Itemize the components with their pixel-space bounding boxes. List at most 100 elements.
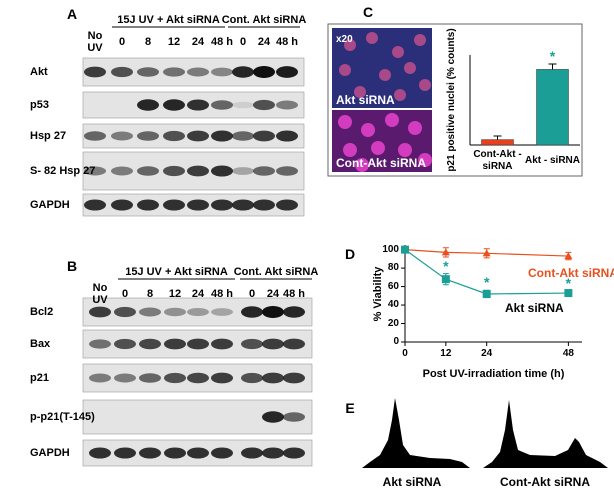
row-label: S- 82 Hsp 27 bbox=[30, 165, 96, 177]
annotation: * bbox=[565, 275, 572, 292]
blot-band bbox=[89, 306, 111, 318]
nucleus bbox=[338, 115, 352, 129]
blot-band bbox=[187, 130, 209, 142]
blot-band bbox=[211, 100, 233, 110]
series-line bbox=[404, 249, 569, 295]
lane-label: 8 bbox=[146, 288, 154, 300]
blot-band bbox=[89, 447, 111, 459]
blot-band bbox=[187, 99, 209, 111]
nucleus bbox=[404, 62, 416, 74]
blot-band bbox=[139, 307, 161, 317]
series-label: Akt siRNA bbox=[505, 301, 564, 315]
blot-band bbox=[276, 199, 298, 211]
group-label: Cont. Akt siRNA bbox=[233, 266, 319, 278]
y-tick-label: 60 bbox=[387, 280, 399, 292]
nucleus bbox=[343, 143, 357, 157]
blot-band bbox=[262, 411, 284, 423]
row-label: GAPDH bbox=[30, 447, 70, 459]
blot-band bbox=[137, 67, 159, 77]
blot-band bbox=[163, 67, 185, 77]
lane-label: 8 bbox=[144, 36, 152, 48]
blot-band bbox=[276, 130, 298, 142]
blot-band bbox=[84, 131, 106, 141]
y-tick-label: 0 bbox=[393, 336, 399, 347]
lane-label: 48 h bbox=[210, 36, 234, 48]
y-tick-label: 80 bbox=[387, 262, 399, 274]
marker bbox=[564, 252, 573, 260]
image-label: Cont-Akt siRNA bbox=[336, 156, 426, 170]
blot-band bbox=[241, 447, 263, 459]
blot-band bbox=[283, 372, 305, 384]
marker bbox=[482, 249, 491, 257]
nucleus bbox=[408, 121, 422, 135]
blot-band bbox=[232, 131, 254, 141]
annotation: * bbox=[483, 274, 490, 291]
blot-band bbox=[241, 372, 263, 384]
panel-label: D bbox=[344, 246, 356, 262]
blot-band bbox=[253, 166, 275, 176]
blot-band bbox=[84, 166, 106, 176]
lane-label: 0 bbox=[239, 36, 247, 48]
blot-band bbox=[163, 165, 185, 177]
series-line bbox=[404, 249, 569, 257]
bar bbox=[481, 139, 514, 146]
blot-band bbox=[253, 66, 275, 78]
row-label: Bcl2 bbox=[30, 306, 54, 318]
blot-band bbox=[89, 373, 111, 383]
bar bbox=[536, 69, 569, 146]
lane-label: No UV bbox=[92, 282, 108, 306]
nucleus bbox=[385, 113, 399, 127]
blot-band bbox=[187, 447, 209, 459]
marker bbox=[441, 248, 450, 256]
blot-band bbox=[139, 338, 161, 350]
y-axis-label: % Viability bbox=[372, 266, 384, 321]
blot-band bbox=[211, 338, 233, 350]
blot-band bbox=[164, 307, 186, 317]
marker bbox=[401, 245, 409, 254]
blot-band bbox=[187, 165, 209, 177]
blot-band bbox=[163, 99, 185, 111]
panel-label: B bbox=[66, 258, 78, 274]
blot-band bbox=[232, 101, 254, 109]
blot-band bbox=[114, 447, 136, 459]
blot-band bbox=[111, 166, 133, 176]
row-label: Akt bbox=[30, 66, 48, 78]
lane-label: 24 bbox=[191, 288, 205, 300]
blot-band bbox=[164, 372, 186, 384]
group-label: 15J UV + Akt siRNA bbox=[117, 14, 220, 26]
panel-label: E bbox=[345, 400, 355, 416]
blot-band bbox=[211, 199, 233, 211]
nucleus bbox=[414, 34, 426, 46]
lane-label: 0 bbox=[248, 288, 256, 300]
nucleus bbox=[379, 69, 391, 81]
error-bar bbox=[548, 63, 557, 70]
blot-band bbox=[187, 307, 209, 317]
blot-band bbox=[137, 199, 159, 211]
blot-band bbox=[211, 372, 233, 384]
marker bbox=[441, 275, 450, 284]
row-label: GAPDH bbox=[30, 199, 70, 211]
row-label: p53 bbox=[30, 99, 49, 111]
y-tick-label: 40 bbox=[387, 299, 399, 311]
error-bar bbox=[493, 135, 502, 140]
blot-band bbox=[187, 67, 209, 77]
lane-label: 48 h bbox=[282, 288, 306, 300]
blot-band bbox=[211, 130, 233, 142]
blot-band bbox=[137, 131, 159, 141]
series-label: Cont-Akt siRNA bbox=[528, 266, 614, 280]
blot-band bbox=[163, 130, 185, 142]
nucleus bbox=[355, 158, 369, 172]
nucleus bbox=[419, 79, 431, 91]
lane-label: 12 bbox=[168, 288, 182, 300]
blot-band bbox=[283, 338, 305, 350]
blot-band bbox=[232, 167, 254, 175]
blot-band bbox=[262, 338, 284, 350]
nucleus bbox=[371, 141, 385, 155]
blot-band bbox=[187, 338, 209, 350]
blot-band bbox=[253, 130, 275, 142]
blot-band bbox=[276, 100, 298, 110]
x-axis-label: Post UV-irradiation time (h) bbox=[422, 368, 565, 380]
blot-band bbox=[283, 447, 305, 459]
x-tick-label: 12 bbox=[440, 348, 452, 359]
